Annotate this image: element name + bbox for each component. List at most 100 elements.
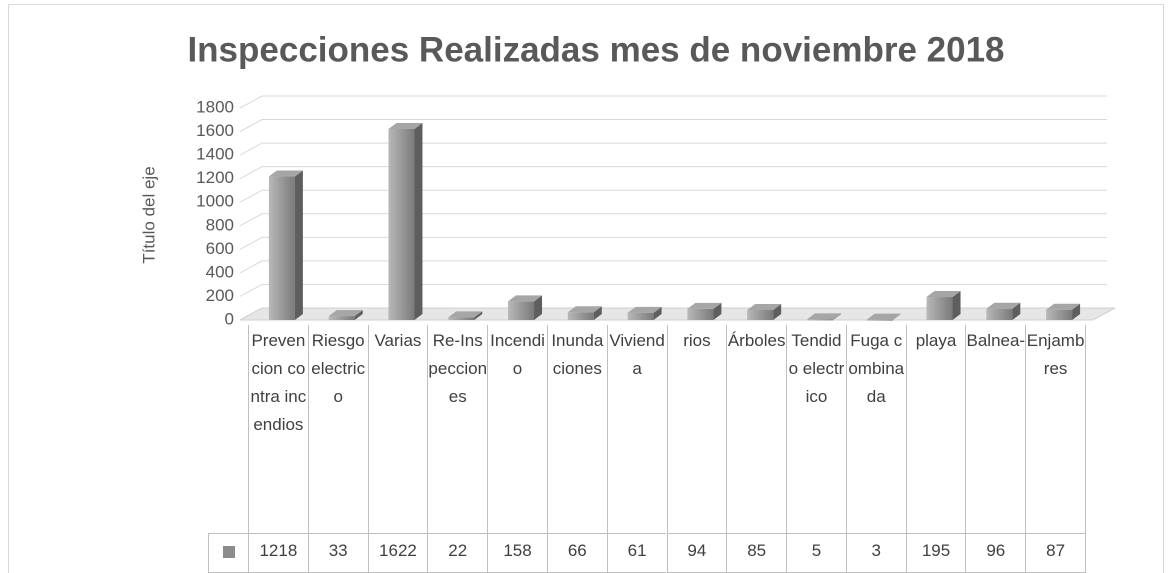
y-tick-label: 1000	[196, 192, 234, 211]
bar-top	[328, 310, 363, 317]
bar-side	[653, 306, 662, 320]
bar-front	[627, 312, 654, 320]
category-label: Re-Inspecciones	[427, 325, 487, 533]
data-table-value: 61	[606, 533, 667, 573]
bar-top	[268, 170, 303, 177]
y-axis-title: Título del eje	[139, 166, 158, 263]
category-label: Balnea-	[965, 325, 1025, 533]
y-tick-label: 0	[225, 309, 234, 328]
bar-top	[747, 303, 782, 310]
bar	[508, 295, 543, 320]
data-table-value: 1218	[248, 533, 308, 573]
bar-side	[892, 313, 901, 320]
data-table-value: 22	[427, 533, 488, 573]
bar-front	[567, 312, 594, 320]
data-table-value: 3	[845, 533, 906, 573]
bar	[747, 303, 782, 320]
bar-side	[474, 311, 483, 320]
bar	[328, 310, 363, 320]
data-table-value: 158	[487, 533, 547, 573]
bar-side	[1072, 303, 1081, 320]
bar-front	[508, 301, 535, 320]
category-label: Prevencion contra incendios	[248, 325, 308, 533]
y-tick-label: 800	[206, 215, 234, 234]
bar-top	[508, 295, 543, 302]
y-tick-label: 1800	[196, 97, 234, 116]
category-label: Árboles	[726, 325, 786, 533]
legend-cell	[208, 533, 248, 573]
category-label: Inundaciones	[546, 325, 607, 533]
bar-side	[534, 295, 543, 320]
grid-line	[239, 260, 1107, 274]
grid-line	[239, 166, 1107, 180]
legend-swatch	[222, 545, 235, 558]
bar	[268, 170, 303, 320]
bar-front	[388, 128, 415, 320]
bar	[627, 306, 662, 320]
bar-top	[448, 311, 483, 318]
bar-front	[328, 316, 355, 320]
table-edge	[1085, 325, 1086, 573]
grid-line	[239, 283, 1107, 297]
data-table-value: 94	[666, 533, 727, 573]
data-table-value: 87	[1025, 533, 1085, 573]
bar-top	[1046, 303, 1081, 310]
grid-line	[239, 213, 1107, 227]
bar-side	[773, 303, 782, 320]
bar-top	[986, 302, 1021, 309]
y-tick-label: 1400	[196, 145, 234, 164]
data-table-value: 195	[905, 533, 966, 573]
bar-front	[747, 309, 774, 320]
bar	[866, 313, 901, 321]
bar-top	[806, 313, 841, 320]
data-table-value: 33	[307, 533, 368, 573]
data-table-value: 85	[726, 533, 787, 573]
data-table-value: 5	[786, 533, 846, 573]
bar-side	[414, 122, 423, 320]
bar-top	[388, 122, 423, 129]
category-label: Riesgo electrico	[307, 325, 368, 533]
bar	[1046, 303, 1081, 320]
bar-side	[354, 310, 363, 320]
chart-title: Inspecciones Realizadas mes de noviembre…	[187, 30, 1004, 69]
y-tick-label: 400	[206, 262, 234, 281]
bar-front	[268, 176, 295, 320]
floor	[239, 307, 1116, 321]
bar-side	[1012, 302, 1021, 320]
y-tick-label: 200	[206, 286, 234, 305]
data-table-value: 1622	[367, 533, 428, 573]
y-tick-label: 600	[206, 239, 234, 258]
bar-front	[866, 319, 893, 321]
category-label: rios	[666, 325, 727, 533]
bar-front	[448, 317, 475, 320]
category-label: Tendido electrico	[786, 325, 846, 533]
category-label: Varias	[367, 325, 428, 533]
bar	[806, 313, 841, 321]
bar	[388, 122, 423, 320]
category-label: Vivienda	[606, 325, 667, 533]
bar-front	[986, 308, 1013, 320]
bar	[687, 302, 722, 320]
bar	[926, 291, 961, 320]
bar-side	[832, 313, 841, 320]
grid-line	[239, 95, 1107, 109]
chart-border	[8, 4, 1164, 573]
bar-front	[806, 319, 833, 321]
category-label: Fuga combinada	[845, 325, 906, 533]
bar	[986, 302, 1021, 320]
category-label: Enjambres	[1025, 325, 1085, 533]
bar-top	[866, 313, 901, 320]
bar-side	[294, 170, 303, 320]
bar-top	[627, 306, 662, 313]
category-label: playa	[905, 325, 966, 533]
data-table-value: 96	[965, 533, 1026, 573]
y-tick-label: 1200	[196, 168, 234, 187]
bar-side	[593, 306, 602, 320]
grid-line	[239, 119, 1107, 132]
bar-side	[952, 291, 961, 320]
bar-top	[567, 306, 602, 313]
y-tick-label: 1600	[196, 121, 234, 140]
bar	[567, 306, 602, 320]
